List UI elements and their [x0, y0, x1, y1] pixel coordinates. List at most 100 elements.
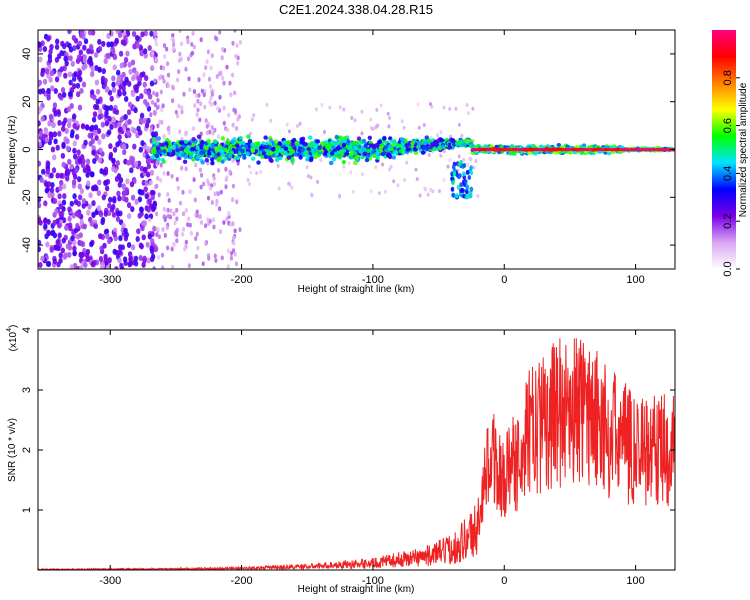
spectrogram-cell [274, 157, 280, 163]
spectrogram-cell [386, 111, 390, 116]
spectrogram-cell [429, 102, 432, 106]
spectrogram-cell [139, 189, 145, 196]
spectrogram-cell [58, 252, 63, 259]
spectrogram-cell [45, 168, 50, 175]
spectrogram-cell [227, 146, 233, 151]
spectrogram-cell [330, 151, 335, 156]
spectrogram-cell [40, 115, 45, 122]
spectrogram-cell [274, 139, 279, 144]
spectrogram-cell [231, 197, 235, 203]
spectrogram-cell [212, 217, 216, 223]
spectrogram-cell [255, 171, 259, 176]
spectrogram-cell [186, 222, 190, 228]
spectrogram-cell [83, 262, 88, 268]
spectrogram-cell [78, 265, 84, 269]
spectrogram-cell [166, 151, 171, 157]
spectrogram-cell [63, 55, 68, 62]
spectrogram-cell [199, 37, 203, 43]
spectrogram-cell [113, 122, 118, 129]
spectrogram-cell [92, 158, 97, 164]
spectrogram-cell [383, 145, 388, 150]
spectrogram-cell [90, 261, 96, 268]
spectrogram-cell [156, 175, 160, 181]
spectrogram-cell [405, 160, 409, 165]
spectrogram-cell [435, 138, 441, 144]
spectrogram-cell [146, 257, 151, 264]
spectrogram-cell [436, 133, 439, 138]
spectrogram-cell [178, 30, 182, 33]
spectrogram-cell [111, 203, 116, 210]
spectrogram-cell [70, 235, 75, 242]
spectrogram-cell [94, 134, 99, 141]
spectrogram-cell [76, 74, 82, 81]
spectrogram-cell [117, 181, 123, 188]
spectrogram-cell [43, 223, 48, 230]
spectrogram-cell [614, 148, 619, 152]
spectrogram-cell [106, 264, 111, 269]
spectrogram-cell [238, 40, 243, 45]
spectrogram-cell [137, 212, 142, 219]
spectrogram-cell [228, 169, 232, 175]
snr-y-label: SNR (10 * v/v) [7, 418, 18, 482]
spectrogram-cell [162, 206, 166, 212]
y-tick-label: -20 [21, 189, 33, 205]
spectrogram-cell [230, 139, 235, 144]
spectrogram-cell [80, 123, 86, 130]
spectrogram-cell [104, 86, 110, 93]
spectrogram-cell [180, 109, 184, 115]
spectrogram-cell [462, 171, 466, 177]
spectrogram-cell [166, 213, 170, 219]
y-tick-label: 1 [21, 507, 33, 513]
spectrogram-cell [122, 80, 127, 87]
spectrogram-cell [102, 242, 107, 249]
spectrogram-cell [221, 46, 225, 52]
spectrogram-cell [38, 246, 41, 253]
spectrogram-cell [72, 45, 77, 52]
spectrogram-cell [464, 179, 468, 185]
snr-y-scale: (x104) [6, 325, 19, 352]
spectrogram-cell [183, 246, 187, 252]
spectrogram-cell [52, 198, 58, 204]
spectrogram-cell [389, 164, 393, 169]
spectrogram-cell [175, 176, 179, 182]
spectrogram-cell [175, 148, 180, 153]
snr-x-ticks: -300 -200 -100 0 100 [99, 330, 645, 587]
spectrogram-cell [218, 30, 222, 35]
spectrogram-cell [47, 57, 53, 64]
spectrogram-cell [331, 157, 337, 162]
spectrogram-cell [126, 242, 132, 248]
spectrogram-cell [77, 40, 83, 47]
spectrogram-cell [410, 141, 415, 146]
spectrogram-cell [152, 225, 157, 232]
spectrogram-cell [466, 162, 470, 167]
spectrogram-cell [73, 153, 78, 160]
spectrogram-cell [49, 44, 54, 50]
spectrogram-cell [161, 75, 165, 80]
spectrogram-cell [142, 117, 148, 124]
spectrogram-cell [278, 155, 283, 161]
spectrogram-cell [54, 44, 60, 50]
spectrogram-cell [334, 134, 339, 140]
spectrogram-cell [149, 80, 155, 87]
spectrogram-cell [156, 160, 160, 165]
spectrogram-cell [132, 127, 137, 134]
spectrogram-cell [374, 165, 378, 170]
spectrogram-cell [603, 147, 609, 152]
spectrogram-cell [209, 65, 213, 71]
spectrogram-cell [51, 167, 57, 174]
spectrogram-cell [146, 163, 151, 170]
spectrogram-cell [48, 48, 53, 55]
spectrogram-cell [87, 203, 92, 210]
spectrogram-cell [70, 60, 76, 67]
spectrogram-cell [203, 104, 207, 110]
spectrogram-cell [156, 136, 162, 141]
spectrogram-cell [220, 153, 225, 158]
spectrogram-cell [178, 51, 182, 57]
spectrogram-cell [112, 231, 117, 238]
spectrogram-cell [224, 184, 228, 190]
spectrogram-cell [220, 255, 224, 261]
spectrogram-cell [226, 248, 230, 254]
spectrogram-cell [208, 186, 212, 191]
spectrogram-cell [60, 152, 66, 159]
